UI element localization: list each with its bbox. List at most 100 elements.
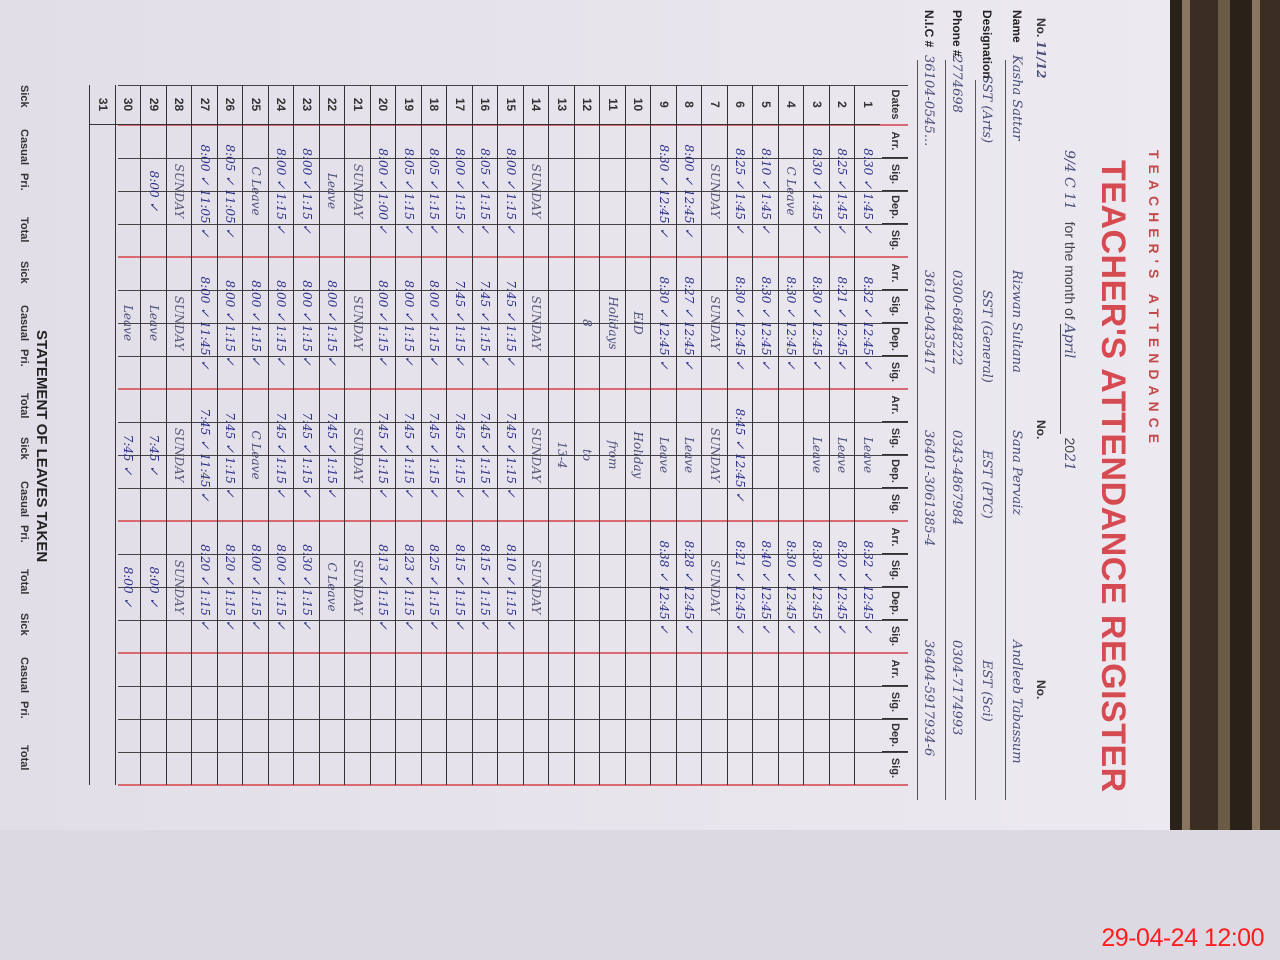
attendance-entry: 8:15 ✓ 1:15 ✓ [452, 544, 467, 630]
attendance-entry: C Leave [325, 562, 340, 612]
table-row: 25 C Leave 8:00 ✓ 1:15 ✓ C Leave 8:00 ✓ 1:15… [242, 85, 268, 785]
attendance-entry [652, 653, 677, 785]
attendance-entry: 8:30 ✓ 1:45 ✓ [860, 148, 875, 234]
attendance-entry: 8:20 ✓ 1:15 ✓ [197, 544, 212, 630]
attendance-entry: 7:45 ✓ 1:15 ✓ [478, 280, 493, 366]
table-row: 29 8:00 ✓ Leave 7:45 ✓ 8:00 ✓ [140, 85, 166, 785]
table-row: 16 8:05 ✓ 1:15 ✓ 7:45 ✓ 1:15 ✓ 7:45 ✓ 1:15 … [472, 85, 498, 785]
table-row: 1 8:30 ✓ 1:45 ✓ 8:32 ✓ 12:45 ✓ Leave 8:32 ✓ … [854, 85, 881, 785]
column-header: Dep. [882, 587, 908, 620]
column-header: Arr. [882, 389, 908, 422]
attendance-entry: 8:00 ✓ 12:45 ✓ [682, 144, 697, 238]
date-cell: 22 [320, 85, 345, 125]
attendance-entry: 7:45 ✓ 1:15 ✓ [503, 280, 518, 366]
date-cell: 3 [804, 85, 829, 125]
attendance-entry [779, 653, 804, 785]
attendance-entry: SUNDAY [350, 559, 365, 615]
date-cell: 30 [116, 85, 141, 125]
attendance-entry: 7:45 ✓ 1:15 ✓ [452, 412, 467, 498]
teacher-designation: EST (Sci) [979, 660, 994, 722]
table-row: 7 SUNDAY SUNDAY SUNDAY SUNDAY [701, 85, 728, 785]
table-row: 30 Leave 7:45 ✓ 8:00 ✓ [115, 85, 141, 785]
table-row: 28 SUNDAY SUNDAY SUNDAY SUNDAY [166, 85, 192, 785]
attendance-entry: 8:25 ✓ 1:15 ✓ [427, 544, 442, 630]
attendance-entry [550, 521, 575, 653]
teacher-phone: 2774698 [949, 55, 964, 113]
leave-column-header: Total [18, 217, 30, 243]
attendance-entry: 8:45 ✓ 12:45 ✓ [733, 408, 748, 502]
attendance-entry: 8:10 ✓ 1:45 ✓ [758, 148, 773, 234]
attendance-entry [269, 653, 294, 785]
attendance-entry [754, 653, 779, 785]
attendance-entry: 8:28 ✓ 12:45 ✓ [682, 540, 697, 634]
attendance-entry [91, 389, 116, 521]
attendance-entry: 8:00 ✓ 1:15 ✓ [274, 148, 289, 234]
attendance-entry: 8:21 ✓ 12:45 ✓ [835, 276, 850, 370]
table-row: 18 8:05 ✓ 1:15 ✓ 8:00 ✓ 1:15 ✓ 7:45 ✓ 1:15 … [421, 85, 447, 785]
attendance-entry [779, 389, 804, 521]
attendance-entry: Holidays [605, 296, 620, 350]
teacher-name: Sana Pervaiz [1009, 430, 1024, 516]
attendance-entry: 8:00 ✓ 1:15 ✓ [427, 280, 442, 366]
attendance-entry: SUNDAY [172, 163, 187, 219]
leave-column-header: Pri. [18, 349, 30, 367]
attendance-entry: 7:45 ✓ 1:15 ✓ [427, 412, 442, 498]
attendance-entry: 8:30 ✓ 12:45 ✓ [784, 540, 799, 634]
date-cell: 8 [677, 85, 702, 125]
teacher-phone: 0304-7174993 [949, 640, 964, 736]
date-cell: 6 [728, 85, 753, 125]
column-header: Dates [882, 85, 908, 125]
attendance-entry: 7:45 ✓ [121, 434, 136, 476]
teacher-nic: 36404-5917934-6 [921, 640, 936, 757]
attendance-entry [601, 521, 626, 653]
attendance-entry [320, 653, 345, 785]
attendance-entry [728, 653, 753, 785]
attendance-entry: 7:45 ✓ 1:15 ✓ [274, 412, 289, 498]
date-cell: 26 [218, 85, 243, 125]
column-header: Arr. [882, 653, 908, 686]
attendance-entry: 8:00 ✓ 11:45 ✓ [197, 276, 212, 370]
column-header: Sig. [882, 290, 908, 323]
attendance-entry: 8:23 ✓ 1:15 ✓ [401, 544, 416, 630]
date-cell: 25 [243, 85, 268, 125]
attendance-entry [856, 653, 881, 785]
attendance-entry: SUNDAY [172, 559, 187, 615]
phone-label: Phone # [950, 10, 964, 57]
attendance-entry: 7:45 ✓ 1:15 ✓ [401, 412, 416, 498]
attendance-entry: SUNDAY [350, 427, 365, 483]
leave-column-header: Sick [18, 613, 30, 636]
leave-column-header: Total [18, 745, 30, 771]
date-cell: 31 [90, 85, 115, 125]
attendance-entry [550, 125, 575, 257]
attendance-entry: 7:45 ✓ 11:45 ✓ [197, 408, 212, 502]
date-cell: 19 [396, 85, 421, 125]
column-header: Arr. [882, 257, 908, 290]
date-cell: 18 [422, 85, 447, 125]
attendance-entry: Leave [656, 436, 671, 474]
attendance-entry: 8:00 ✓ 1:15 ✓ [299, 280, 314, 366]
table-row: 13 13-4 [548, 85, 575, 785]
attendance-entry [473, 653, 498, 785]
camera-timestamp: 29-04-24 12:00 [1101, 924, 1264, 952]
column-header: Sig. [882, 752, 908, 785]
attendance-entry: 8:30 ✓ 1:15 ✓ [299, 544, 314, 630]
attendance-entry: SUNDAY [350, 163, 365, 219]
teacher-designation: EST (PTC) [979, 450, 994, 519]
column-header: Dep. [882, 719, 908, 752]
date-cell: 9 [651, 85, 676, 125]
attendance-entry: 8:30 ✓ 1:45 ✓ [809, 148, 824, 234]
leaves-statement-title: STATEMENT OF LEAVES TAKEN [33, 330, 50, 563]
attendance-entry [703, 653, 728, 785]
attendance-entry: SUNDAY [707, 559, 722, 615]
attendance-entry [422, 653, 447, 785]
attendance-entry [193, 653, 218, 785]
attendance-entry: C Leave [248, 166, 263, 216]
attendance-entry [91, 125, 116, 257]
date-cell: 27 [192, 85, 217, 125]
leave-column-header: Total [18, 569, 30, 595]
attendance-entry [830, 653, 855, 785]
attendance-entry: 8:00 ✓ 1:15 ✓ [452, 148, 467, 234]
table-row: 20 8:00 ✓ 1:00 ✓ 8:00 ✓ 1:15 ✓ 7:45 ✓ 1:15 … [370, 85, 396, 785]
attendance-entry [550, 653, 575, 785]
attendance-entry: SUNDAY [707, 295, 722, 351]
